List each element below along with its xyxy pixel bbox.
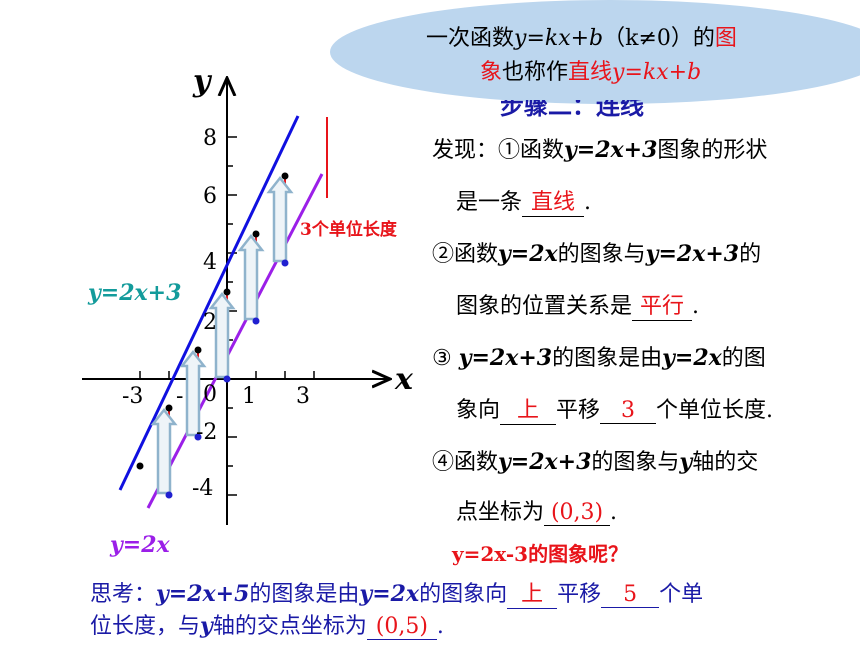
- point-y-2x: [165, 491, 173, 499]
- line2-label: y=2x: [110, 532, 170, 558]
- y-tick-label: 2: [203, 310, 217, 335]
- y-tick-marks: [227, 136, 237, 496]
- point-y-2x: [194, 433, 202, 441]
- point-y-2x: [281, 259, 289, 267]
- y-tick-label: -2: [196, 420, 218, 445]
- bubble-line-2: 象也称作直线y=kx+b: [480, 60, 702, 85]
- bubble-line-1: 一次函数y=kx+b（k≠0）的图: [426, 26, 737, 51]
- finding-3-line-1: ③ y=2x+3的图象是由y=2x的图: [432, 345, 766, 371]
- point-y-2x-plus-3: [136, 462, 144, 470]
- y-tick-label: 4: [203, 250, 217, 275]
- line1-label: y=2x+3: [88, 280, 182, 306]
- point-y-2x-plus-3: [165, 404, 173, 412]
- x-tick-label: -: [176, 384, 184, 409]
- point-y-2x-plus-3: [281, 172, 289, 180]
- shift-label: 3个单位长度: [300, 220, 397, 240]
- step-title: 步骤二：连线: [500, 91, 644, 120]
- line-y-2x-plus-3: [118, 115, 300, 491]
- finding-1-line-2: 是一条 直线.: [456, 184, 591, 217]
- shift-arrows: [150, 175, 294, 495]
- x-tick-label: 1: [242, 384, 256, 409]
- point-y-2x: [252, 317, 260, 325]
- x-tick-label: 0: [203, 382, 217, 407]
- point-y-2x: [223, 375, 231, 383]
- shift-arrow: [179, 349, 207, 437]
- finding-1-line-1: 发现：①函数y=2x+3图象的形状: [432, 137, 768, 163]
- shift-arrow: [150, 407, 178, 495]
- finding-2-line-1: ②函数y=2x的图象与y=2x+3的: [432, 241, 762, 267]
- think-line-2: 位长度，与y轴的交点坐标为 (0,5).: [90, 613, 444, 640]
- shift-arrow: [237, 233, 265, 321]
- y-tick-label: -4: [192, 476, 214, 501]
- line-y-2x: [146, 173, 324, 509]
- think-line-1: 思考：y=2x+5的图象是由y=2x的图象向上平移 5 个单: [90, 576, 703, 609]
- finding-3-line-2: 象向上平移 3 个单位长度.: [456, 392, 773, 425]
- definition-bubble: [330, 0, 860, 104]
- finding-4-line-2: 点坐标为 (0,3).: [456, 500, 618, 526]
- x-tick-label: -3: [122, 384, 144, 409]
- point-y-2x-plus-3: [252, 230, 260, 238]
- y-tick-label: 6: [203, 184, 217, 209]
- shift-arrow: [266, 175, 294, 263]
- point-y-2x-plus-3: [194, 346, 202, 354]
- finding-4-line-1: ④函数y=2x+3的图象与y轴的交: [432, 449, 759, 475]
- point-y-2x-plus-3: [223, 288, 231, 296]
- shift-arrow: [208, 291, 236, 379]
- finding-2-line-2: 图象的位置关系是 平行.: [456, 288, 699, 321]
- y-tick-label: 8: [203, 126, 217, 151]
- data-points: [136, 172, 289, 499]
- x-tick-label: 3: [296, 384, 310, 409]
- x-axis-label: x: [395, 362, 413, 397]
- y-axis-label: y: [193, 64, 211, 99]
- follow-up-question: y=2x-3的图象呢？: [452, 542, 629, 566]
